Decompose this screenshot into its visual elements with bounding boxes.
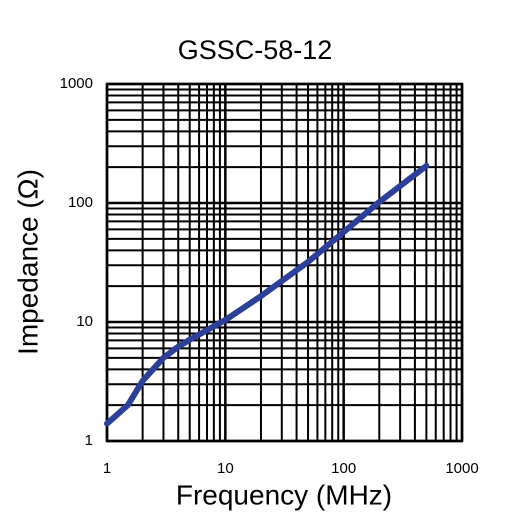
x-tick-label: 100: [331, 460, 356, 477]
plot-frame: [105, 82, 464, 443]
y-axis-label: Impedance (Ω): [12, 169, 43, 355]
x-tick-label: 10: [217, 460, 234, 477]
data-line: [104, 162, 430, 427]
x-tick-label: 1000: [445, 460, 478, 477]
y-tick-label: 1000: [60, 75, 93, 92]
x-axis-label: Frequency (MHz): [176, 479, 392, 510]
chart-title: GSSC-58-12: [178, 35, 333, 65]
x-tick-label: 1: [103, 460, 111, 477]
y-tick-label: 100: [68, 194, 93, 211]
y-tick-label: 1: [85, 432, 93, 449]
y-tick-label: 10: [76, 313, 93, 330]
